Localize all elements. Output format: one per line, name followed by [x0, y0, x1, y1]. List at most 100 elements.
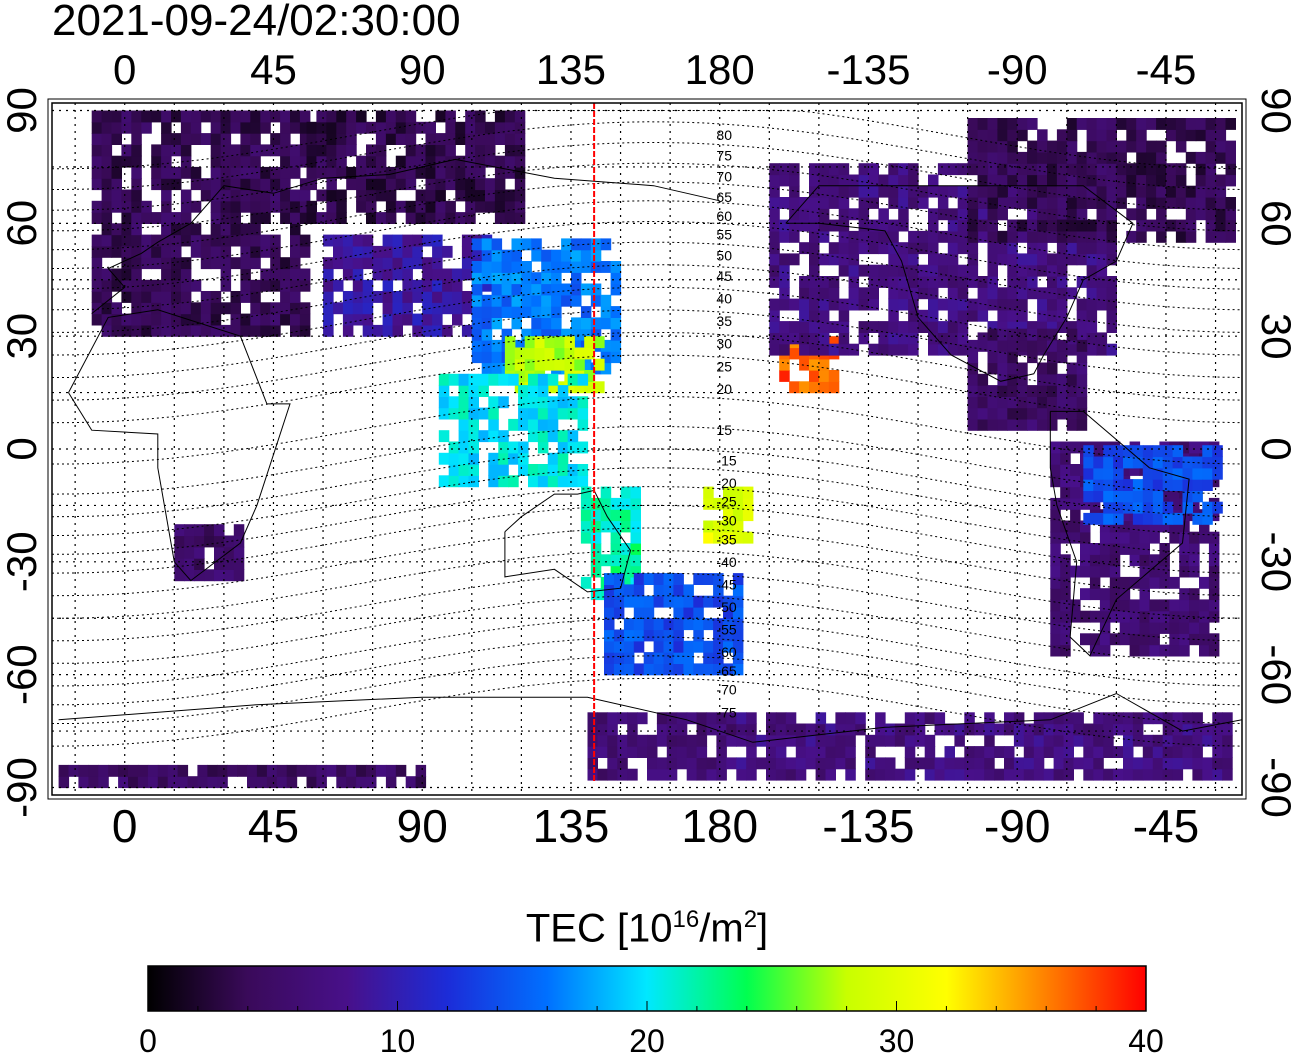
tec-cell	[1156, 197, 1167, 209]
tec-cell	[210, 166, 222, 179]
tec-cell	[442, 279, 453, 292]
tec-cell	[928, 287, 939, 300]
tec-cell	[987, 118, 998, 130]
tec-cell	[290, 313, 301, 326]
tec-cell	[111, 110, 122, 123]
tec-cell	[1047, 339, 1058, 352]
tec-cell	[131, 302, 142, 315]
tec-cell	[587, 768, 598, 781]
tec-cell	[1169, 633, 1180, 646]
tec-cell	[121, 189, 132, 202]
tec-cell	[180, 223, 192, 236]
tec-cell	[944, 746, 955, 758]
tec-cell	[1060, 497, 1071, 510]
tec-cell	[171, 110, 182, 123]
tec-cell	[190, 245, 202, 258]
right-latitude-tick: -60	[1253, 644, 1294, 705]
tec-cell	[299, 234, 311, 247]
tec-cell	[610, 531, 622, 544]
tec-cell	[1185, 230, 1197, 243]
tec-cell	[290, 212, 301, 224]
tec-cell	[184, 546, 195, 559]
tec-cell	[1086, 298, 1098, 311]
tec-cell	[306, 133, 317, 145]
tec-cell	[504, 189, 516, 202]
tec-cell	[1086, 309, 1098, 322]
tec-cell	[415, 200, 427, 213]
tec-cell	[1116, 151, 1127, 164]
tec-cell	[1185, 185, 1197, 198]
tec-cell	[316, 764, 327, 777]
tec-cell	[260, 166, 271, 179]
tec-cell	[1047, 373, 1058, 386]
tec-cell	[468, 418, 479, 431]
tec-cell	[898, 174, 909, 187]
tec-cell	[1027, 321, 1038, 333]
tec-cell	[1175, 163, 1187, 176]
contour-label: 25	[716, 358, 732, 374]
tec-cell	[967, 309, 979, 322]
tec-cell	[1189, 441, 1200, 454]
tec-cell	[98, 776, 109, 789]
tec-cell	[1132, 490, 1144, 503]
tec-cell	[1017, 151, 1028, 164]
tec-cell	[630, 520, 641, 533]
tec-cell	[461, 245, 473, 258]
tec-cell	[131, 234, 142, 247]
tec-cell	[518, 396, 529, 409]
tec-cell	[613, 640, 625, 653]
tec-cell	[382, 268, 394, 281]
tec-cell	[1109, 554, 1121, 567]
tec-cell	[795, 723, 807, 736]
tec-cell	[947, 321, 959, 333]
tec-cell	[947, 242, 959, 255]
tec-cell	[352, 234, 364, 247]
magnetic-contour-layer: 8075706560555045403530252015-15-20-25-30…	[52, 110, 1242, 747]
tec-cell	[928, 298, 939, 311]
tec-cell	[270, 166, 281, 179]
tec-cell	[1142, 501, 1154, 514]
tec-cell	[1103, 467, 1114, 480]
tec-cell	[1139, 543, 1150, 555]
tec-cell	[204, 524, 215, 537]
tec-data-layer	[58, 110, 1236, 789]
tec-cell	[994, 768, 1005, 781]
tec-cell	[1096, 230, 1108, 243]
tec-cell	[908, 174, 919, 187]
tec-cell	[1066, 230, 1078, 243]
tec-cell	[610, 306, 622, 318]
tec-cell	[452, 313, 463, 326]
tec-cell	[518, 452, 529, 465]
tec-cell	[666, 768, 678, 781]
tec-cell	[220, 144, 232, 157]
tec-cell	[997, 174, 1008, 187]
tec-cell	[547, 475, 559, 488]
tec-cell	[868, 219, 879, 232]
tec-cell	[1050, 452, 1061, 465]
tec-cell	[703, 531, 714, 544]
tec-cell	[1172, 445, 1184, 458]
tec-cell	[696, 746, 708, 758]
tec-cell	[276, 776, 288, 789]
tec-cell	[280, 155, 291, 168]
tec-cell	[422, 234, 433, 247]
tec-cell	[967, 362, 979, 375]
tec-cell	[346, 133, 357, 145]
tec-cell	[1195, 118, 1207, 130]
tec-cell	[1142, 456, 1154, 469]
tec-cell	[1027, 385, 1038, 397]
tec-cell	[200, 291, 212, 303]
tec-cell	[914, 712, 926, 725]
tec-cell	[1192, 490, 1203, 503]
tec-cell	[121, 121, 132, 134]
tec-cell	[1099, 588, 1111, 601]
tec-cell	[1126, 230, 1137, 243]
tec-cell	[250, 133, 261, 145]
tec-cell	[663, 663, 674, 676]
tec-cell	[1096, 129, 1108, 142]
tec-cell	[888, 242, 899, 255]
tec-cell	[210, 257, 222, 270]
tec-cell	[676, 746, 688, 758]
tec-cell	[452, 302, 463, 315]
tec-cell	[1129, 599, 1141, 612]
